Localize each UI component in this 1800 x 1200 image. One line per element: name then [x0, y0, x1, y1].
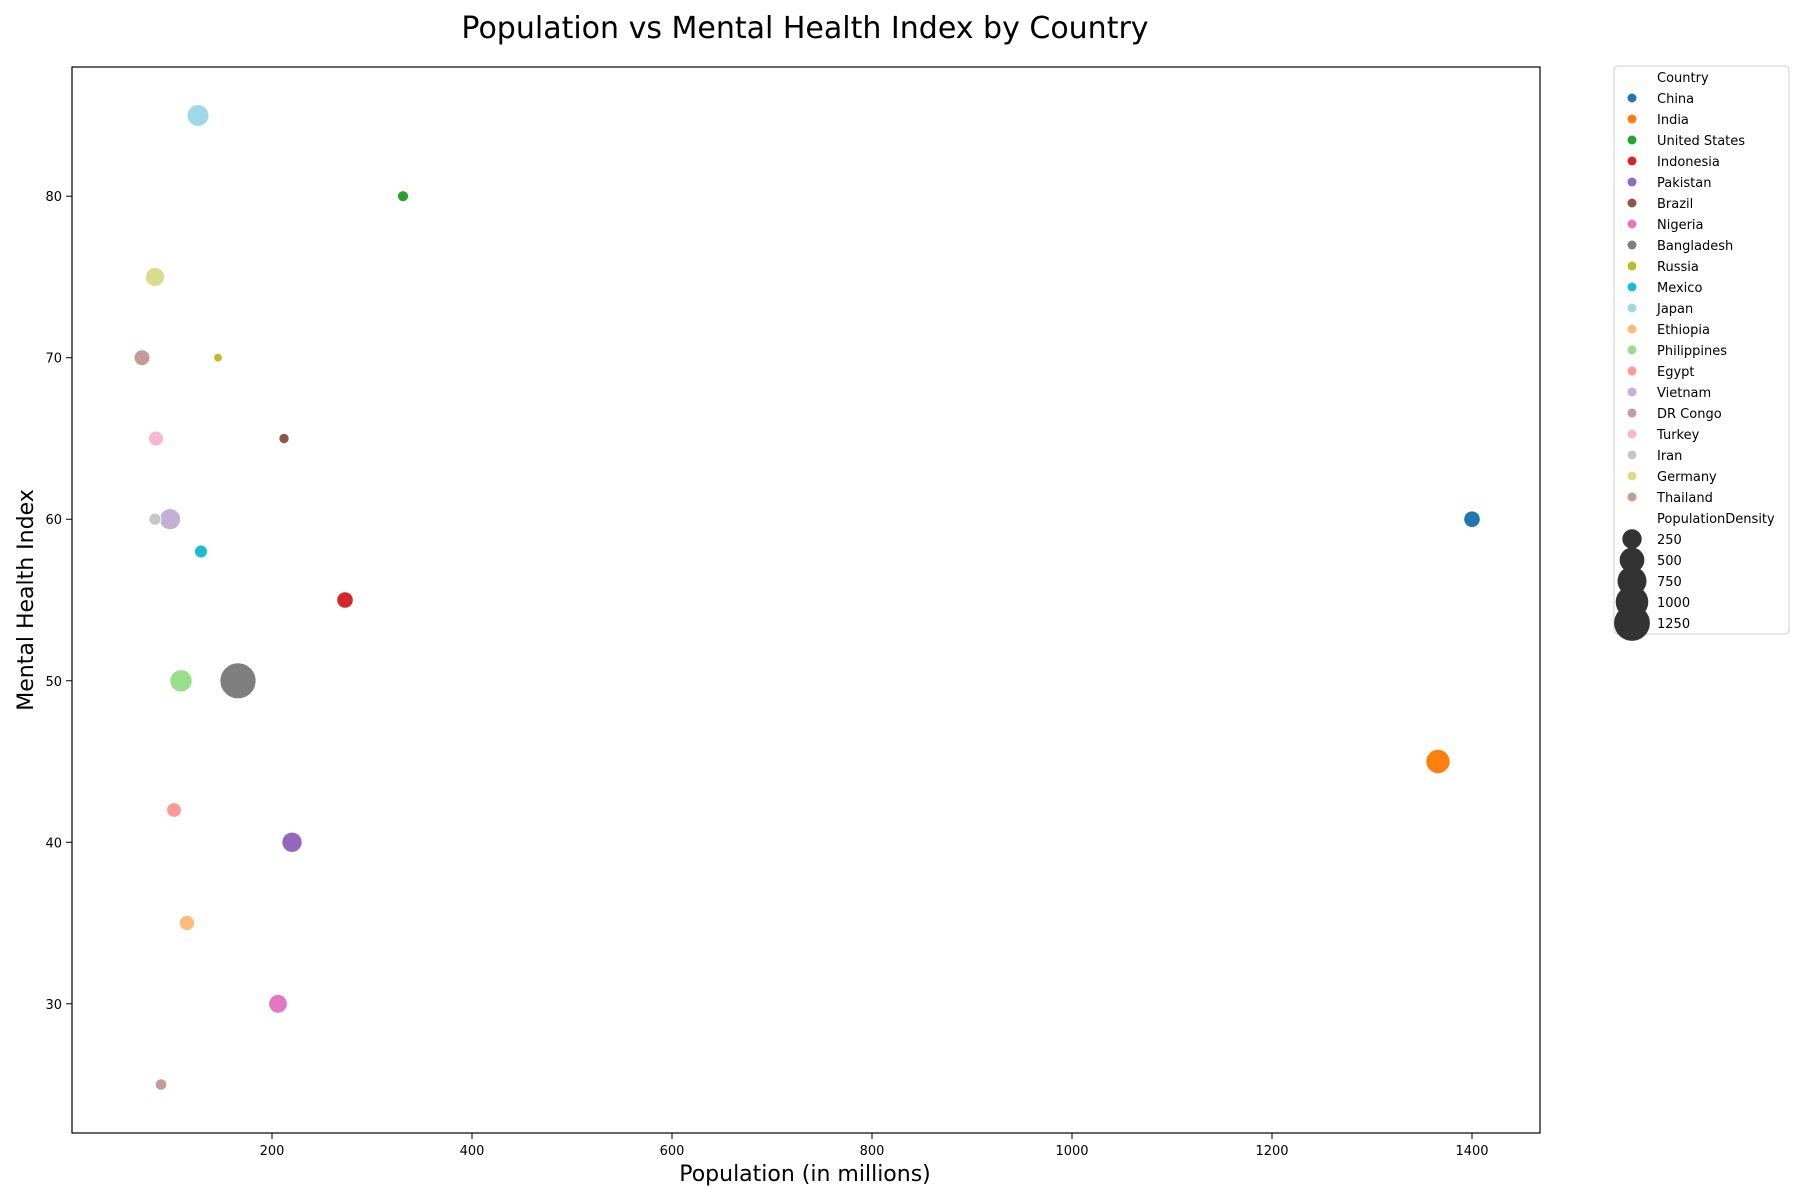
data-point-nigeria: [268, 994, 288, 1014]
legend-label-mexico: Mexico: [1657, 281, 1702, 296]
legend-label-russia: Russia: [1657, 260, 1699, 275]
legend-size-label: 1000: [1657, 596, 1690, 611]
data-point-ethiopia: [179, 915, 195, 931]
legend-size-marker: [1614, 605, 1650, 641]
y-axis-label: Mental Health Index: [14, 489, 39, 710]
legend-marker-thailand: [1627, 492, 1637, 502]
legend-marker-bangladesh: [1627, 240, 1637, 250]
y-tick-label: 80: [45, 190, 62, 205]
y-tick-label: 60: [45, 513, 62, 528]
data-point-dr-congo: [154, 1078, 168, 1091]
legend-label-nigeria: Nigeria: [1657, 218, 1704, 233]
legend-marker-turkey: [1627, 429, 1637, 439]
legend-label-turkey: Turkey: [1656, 428, 1700, 443]
x-tick-label: 800: [860, 1144, 885, 1159]
legend-label-dr-congo: DR Congo: [1657, 407, 1722, 422]
data-point-thailand: [133, 349, 151, 367]
legend-size-marker: [1619, 547, 1645, 573]
data-point-bangladesh: [219, 662, 257, 700]
chart-title: Population vs Mental Health Index by Cou…: [461, 11, 1148, 46]
legend-size-label: 750: [1657, 575, 1682, 590]
data-point-russia: [213, 353, 223, 363]
legend-marker-nigeria: [1627, 219, 1637, 229]
data-point-brazil: [278, 432, 290, 444]
data-point-japan: [186, 104, 210, 127]
data-point-pakistan: [281, 831, 303, 853]
legend-marker-india: [1627, 114, 1637, 124]
legend-marker-japan: [1627, 303, 1637, 313]
legend-size-label: 500: [1657, 554, 1682, 569]
legend-marker-philippines: [1627, 345, 1637, 355]
legend-marker-germany: [1627, 471, 1637, 481]
legend-size-label: 1250: [1657, 617, 1690, 632]
data-point-vietnam: [159, 508, 181, 531]
legend-title-country: Country: [1657, 71, 1709, 86]
data-point-iran: [148, 512, 162, 526]
legend-size-label: 250: [1657, 533, 1682, 548]
legend-marker-iran: [1627, 450, 1637, 460]
data-point-egypt: [166, 802, 182, 818]
legend-label-pakistan: Pakistan: [1657, 176, 1711, 191]
legend: Country China India United States Indonesia P…: [1613, 65, 1790, 641]
legend-marker-mexico: [1627, 282, 1637, 292]
x-tick-label: 1200: [1255, 1144, 1288, 1159]
legend-label-egypt: Egypt: [1657, 365, 1695, 380]
y-tick-label: 50: [45, 675, 62, 690]
legend-label-thailand: Thailand: [1656, 491, 1713, 506]
x-tick-label: 400: [460, 1144, 485, 1159]
x-tick-label: 200: [260, 1144, 285, 1159]
legend-label-brazil: Brazil: [1657, 197, 1693, 212]
data-point-united-states: [397, 190, 409, 203]
legend-size-marker: [1622, 529, 1642, 549]
legend-label-germany: Germany: [1657, 470, 1717, 485]
y-tick-label: 30: [45, 998, 62, 1013]
x-tick-label: 600: [660, 1144, 685, 1159]
y-tick-label: 70: [45, 352, 62, 367]
plot-frame: [71, 66, 1541, 1134]
legend-label-japan: Japan: [1656, 302, 1693, 317]
points-layer: [133, 104, 1481, 1091]
legend-marker-indonesia: [1627, 156, 1637, 166]
data-point-mexico: [194, 544, 208, 559]
legend-label-ethiopia: Ethiopia: [1657, 323, 1710, 338]
data-point-china: [1463, 510, 1481, 528]
legend-marker-vietnam: [1627, 387, 1637, 397]
data-point-germany: [145, 267, 165, 287]
x-axis: 200 400 600 800 1000 1200 1400: [260, 1133, 1489, 1159]
legend-title-density: PopulationDensity: [1657, 512, 1775, 527]
legend-marker-egypt: [1627, 366, 1637, 376]
legend-box: [1613, 65, 1790, 635]
legend-label-india: India: [1657, 113, 1689, 128]
legend-marker-dr-congo: [1627, 408, 1637, 418]
legend-marker-ethiopia: [1627, 324, 1637, 334]
legend-label-philippines: Philippines: [1657, 344, 1727, 359]
y-tick-label: 40: [45, 836, 62, 851]
legend-label-indonesia: Indonesia: [1657, 155, 1720, 170]
legend-marker-pakistan: [1627, 177, 1637, 187]
x-tick-label: 1000: [1055, 1144, 1088, 1159]
x-tick-label: 1400: [1455, 1144, 1488, 1159]
legend-marker-russia: [1627, 261, 1637, 271]
legend-marker-china: [1627, 93, 1637, 103]
data-point-turkey: [148, 430, 164, 447]
data-point-indonesia: [336, 591, 354, 609]
legend-label-vietnam: Vietnam: [1657, 386, 1711, 401]
data-point-philippines: [169, 669, 193, 693]
legend-marker-brazil: [1627, 198, 1637, 208]
legend-label-united-states: United States: [1657, 134, 1745, 149]
legend-label-bangladesh: Bangladesh: [1657, 239, 1733, 254]
x-axis-label: Population (in millions): [679, 1162, 931, 1187]
legend-label-iran: Iran: [1657, 449, 1682, 464]
legend-marker-united-states: [1627, 135, 1637, 145]
legend-label-china: China: [1657, 92, 1694, 107]
y-axis: 30 40 50 60 70 80: [45, 190, 72, 1013]
data-point-india: [1425, 749, 1451, 775]
